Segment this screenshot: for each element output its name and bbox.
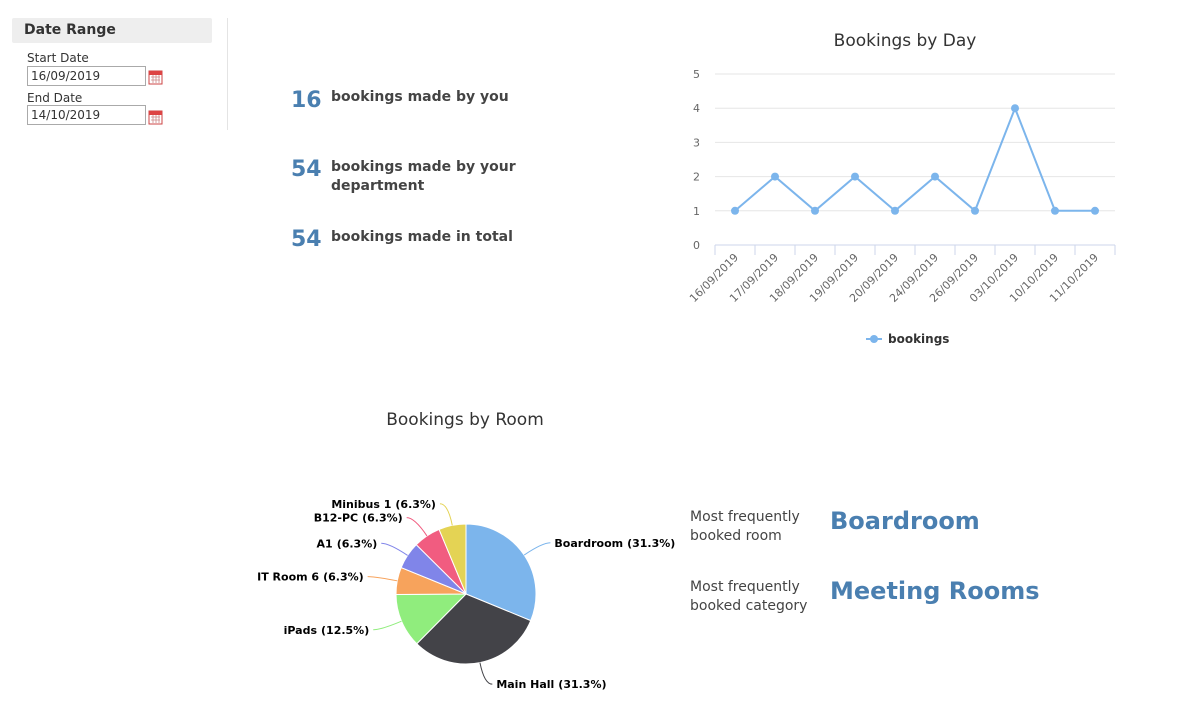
pie-label: Minibus 1 (6.3%): [331, 498, 436, 511]
pie-label: iPads (12.5%): [284, 624, 370, 637]
stat-label: bookings made by your department: [331, 159, 516, 194]
label-value: (31.3%): [627, 537, 675, 550]
pie-label: Boardroom (31.3%): [554, 537, 675, 550]
point: [731, 206, 739, 215]
connector: [523, 542, 551, 556]
stat-number: 54: [291, 157, 322, 182]
label-name: IT Room 6: [257, 571, 319, 584]
label-name: A1: [317, 537, 333, 550]
separator: [227, 18, 228, 130]
y-tick-label: 4: [693, 102, 700, 115]
point: [1011, 104, 1019, 113]
calendar-icon[interactable]: [148, 69, 163, 85]
point: [1051, 206, 1059, 215]
legend-marker: [870, 335, 878, 343]
field-label: End Date: [27, 91, 83, 105]
stat-number: 16: [291, 88, 322, 113]
frequent-label: Most frequently booked category: [690, 579, 808, 614]
stat-number: 54: [291, 227, 322, 252]
y-tick-label: 1: [693, 205, 700, 218]
frequent-value: Meeting Rooms: [830, 577, 1040, 605]
y-tick-label: 3: [693, 136, 700, 149]
label-name: Main Hall: [496, 678, 554, 691]
label-name: Boardroom: [554, 537, 623, 550]
point: [771, 172, 779, 181]
label-name: iPads: [284, 624, 318, 637]
point: [851, 172, 859, 181]
field-label: Start Date: [27, 51, 89, 65]
point: [891, 206, 899, 215]
label-name: B12-PC: [314, 512, 358, 525]
date-input[interactable]: 14/10/2019: [27, 105, 146, 125]
connector: [381, 542, 408, 556]
stat-label: bookings made in total: [331, 229, 513, 245]
y-tick-label: 0: [693, 239, 700, 252]
y-tick-label: 2: [693, 171, 700, 184]
frequent-label: Most frequently booked room: [690, 509, 800, 544]
stat-label: bookings made by you: [331, 89, 509, 105]
point: [931, 172, 939, 181]
point: [1091, 206, 1099, 215]
connector: [406, 517, 428, 537]
point: [971, 206, 979, 215]
y-tick-label: 5: [693, 68, 700, 81]
label-value: (31.3%): [558, 678, 606, 691]
label-value: (6.3%): [395, 498, 436, 511]
chart-title: Bookings by Day: [834, 31, 977, 51]
connector: [439, 503, 453, 526]
legend-label: bookings: [888, 332, 949, 346]
connector: [479, 662, 493, 685]
pie-label: B12-PC (6.3%): [314, 512, 403, 525]
pie-label: A1 (6.3%): [317, 537, 378, 550]
connector: [367, 576, 398, 582]
date-input[interactable]: 16/09/2019: [27, 66, 146, 86]
label-name: Minibus 1: [331, 498, 391, 511]
chart-title: Bookings by Room: [386, 410, 544, 430]
label-value: (6.3%): [323, 571, 364, 584]
pie-slice: [438, 523, 467, 595]
pie-label: Main Hall (31.3%): [496, 678, 606, 691]
frequent-value: Boardroom: [830, 507, 980, 535]
connector: [373, 620, 402, 631]
point: [811, 206, 819, 215]
label-value: (6.3%): [337, 537, 378, 550]
calendar-icon[interactable]: [148, 109, 163, 125]
panel-title: Date Range: [12, 18, 212, 43]
label-value: (6.3%): [362, 512, 403, 525]
line: [734, 105, 1095, 213]
pie-label: IT Room 6 (6.3%): [257, 571, 364, 584]
label-value: (12.5%): [321, 624, 369, 637]
pie-slice: [416, 593, 532, 665]
